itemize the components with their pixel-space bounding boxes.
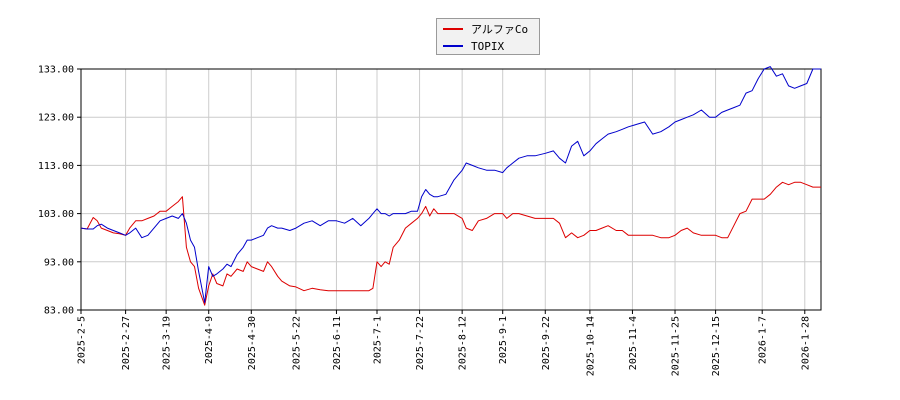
x-tick-label: 2026-1-7 (758, 316, 769, 364)
y-tick-label: 113.00 (38, 161, 74, 172)
y-tick-label: 83.00 (44, 306, 74, 317)
y-tick-label: 103.00 (38, 209, 74, 220)
legend-label-series-1: アルファCo (471, 23, 529, 36)
x-tick-label: 2025-7-22 (415, 316, 426, 370)
x-tick-label: 2025-4-30 (247, 316, 258, 370)
plot-area (80, 68, 822, 311)
x-tick-label: 2025-2-27 (121, 316, 132, 370)
x-axis-ticks: 2025-2-5 2025-2-27 2025-3-19 2025-4-9 2025-4… (77, 310, 811, 376)
x-tick-label: 2025-8-12 (458, 316, 469, 370)
y-tick-label: 123.00 (38, 113, 74, 124)
series-line-1 (80, 181, 821, 306)
x-tick-label: 2025-7-1 (373, 316, 384, 364)
series-lines (80, 66, 821, 306)
legend-swatch-series-1 (443, 28, 463, 30)
x-tick-label: 2025-4-9 (204, 316, 215, 364)
x-tick-label: 2025-12-15 (711, 316, 722, 376)
x-tick-label: 2025-3-19 (162, 316, 173, 370)
x-tick-label: 2025-5-22 (291, 316, 302, 370)
y-tick-label: 133.00 (38, 65, 74, 76)
legend-label-series-2: TOPIX (471, 39, 505, 53)
x-tick-label: 2025-9-22 (541, 316, 552, 370)
x-tick-label: 2025-2-5 (77, 316, 88, 364)
x-tick-label: 2025-10-14 (585, 316, 596, 376)
x-tick-label: 2025-11-4 (628, 316, 639, 370)
x-tick-label: 2025-6-11 (332, 316, 343, 370)
x-tick-label: 2025-11-25 (671, 316, 682, 376)
legend-item-series-2: TOPIX (443, 38, 504, 54)
legend: アルファCo TOPIX (436, 18, 540, 55)
series-line-2 (80, 66, 821, 304)
x-tick-label: 2026-1-28 (800, 316, 811, 370)
grid-lines (80, 68, 821, 311)
legend-item-series-1: アルファCo (443, 21, 528, 37)
x-tick-label: 2025-9-1 (498, 316, 509, 364)
legend-swatch-series-2 (443, 45, 463, 47)
y-axis-ticks: 83.00 93.00 103.00 113.00 123.00 133.00 (38, 65, 81, 317)
y-tick-label: 93.00 (44, 257, 74, 268)
